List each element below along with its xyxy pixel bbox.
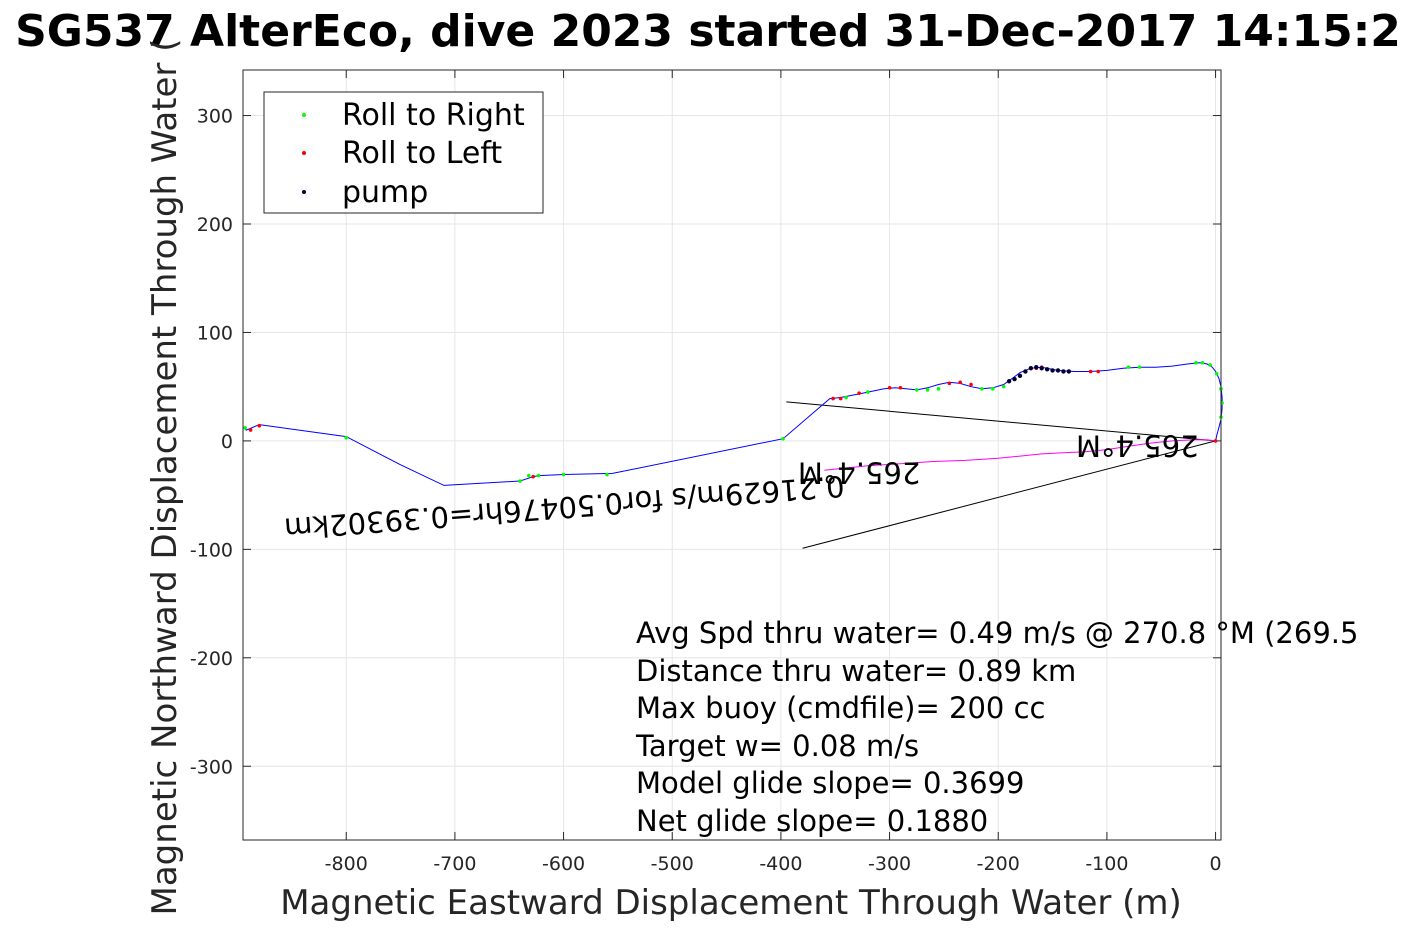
stats-target-w: Target w= 0.08 m/s: [635, 729, 919, 763]
stats-net-glide: Net glide slope= 0.1880: [636, 804, 988, 838]
pump-point: [1039, 366, 1044, 371]
track-line: [242, 362, 1223, 486]
x-tick-label: -600: [542, 853, 585, 875]
rotated-annotation: 0.21629m/s for0.50476hr=0.39302km: [283, 469, 846, 546]
y-tick-label: -300: [190, 756, 233, 778]
y-tick-label: 300: [197, 106, 233, 128]
roll-right-point: [781, 436, 785, 441]
x-tick-label: -300: [868, 853, 911, 875]
legend-label-roll-right: Roll to Right: [342, 98, 525, 133]
y-tick-labels: -300 -200 -100 0 100 200 300: [190, 106, 233, 779]
chart-title: SG537 AlterEco, dive 2023 started 31-Dec…: [15, 6, 1401, 57]
roll-left-point: [1096, 369, 1101, 374]
x-tick-label: -400: [759, 853, 802, 875]
stats-max-buoy: Max buoy (cmdfile)= 200 cc: [636, 691, 1045, 725]
roll-right-point: [914, 388, 919, 392]
roll-left-point: [831, 396, 835, 401]
pump-point: [1023, 369, 1028, 374]
pump-point: [1044, 367, 1050, 372]
x-axis-label: Magnetic Eastward Displacement Through W…: [280, 883, 1182, 923]
roll-right-point: [1208, 363, 1212, 367]
roll-right-point: [518, 479, 522, 483]
pump-point: [1066, 369, 1072, 374]
x-tick-label: 0: [1210, 853, 1222, 875]
roll-left-point: [1213, 439, 1218, 443]
roll-right-point: [1194, 361, 1198, 365]
stats-avg-speed: Avg Spd thru water= 0.49 m/s @ 270.8 °M …: [636, 616, 1358, 650]
pump-point: [1061, 369, 1066, 374]
x-tick-label: -700: [433, 853, 476, 875]
roll-right-point: [866, 390, 870, 394]
roll-right-point: [605, 472, 609, 477]
roll-left-point: [887, 385, 892, 390]
legend-box: [263, 91, 544, 214]
pump-point: [1055, 368, 1061, 373]
roll-left-point: [898, 385, 903, 390]
stats-distance: Distance thru water= 0.89 km: [636, 654, 1076, 688]
pump-point: [1050, 368, 1055, 373]
roll-left-point: [838, 396, 843, 401]
y-tick-label: -200: [190, 648, 233, 670]
plot-frame: [242, 69, 1222, 841]
x-tick-label: -100: [1085, 853, 1128, 875]
pump-point: [1012, 376, 1017, 382]
roll-right-point: [243, 426, 247, 430]
roll-right-point: [344, 435, 349, 440]
roll-right-point: [526, 473, 531, 478]
roll-left-point: [958, 380, 962, 385]
x-tick-labels: -800 -700 -600 -500 -400 -300 -200 -100 0: [325, 853, 1222, 875]
roll-right-point: [1214, 371, 1219, 376]
roll-left-point: [531, 474, 535, 479]
roll-left-point: [1088, 369, 1093, 374]
roll-left-point: [248, 428, 253, 432]
tick-marks: [243, 70, 1221, 840]
roll-right-point: [925, 388, 930, 392]
y-tick-label: 100: [197, 322, 233, 344]
roll-right-point: [844, 395, 848, 400]
roll-right-point: [1001, 384, 1006, 389]
pump-point: [1017, 373, 1023, 379]
roll-left-point: [257, 423, 262, 428]
rotated-annotation: 265.4°M: [1076, 429, 1199, 463]
roll-right-point: [936, 387, 941, 391]
roll-left-point: [969, 382, 973, 387]
stats-model-glide: Model glide slope= 0.3699: [636, 766, 1024, 800]
pink-track-line: [824, 439, 1216, 471]
roll-right-point: [1200, 361, 1205, 365]
roll-right-point: [1126, 365, 1131, 369]
roll-right-point: [980, 387, 984, 391]
rotated-annotation: 265.4°M: [798, 456, 921, 490]
x-tick-label: -200: [977, 853, 1020, 875]
y-axis-label: Magnetic Northward Displacement Through …: [145, 39, 185, 916]
legend-label-pump: pump: [342, 175, 428, 210]
roll-right-point: [1137, 365, 1142, 369]
legend-marker-roll-left: [302, 151, 306, 155]
roll-right-point: [536, 473, 541, 478]
direction-line: [802, 440, 1216, 549]
roll-left-point: [857, 391, 861, 395]
pump-point: [1034, 364, 1039, 370]
x-tick-label: -800: [325, 853, 368, 875]
y-tick-label: 200: [197, 214, 233, 236]
rotated-annotations: 0.21629m/s for0.50476hr=0.39302km265.4°M…: [283, 429, 1199, 546]
plot-data: [242, 361, 1224, 549]
y-tick-label: 0: [221, 431, 233, 453]
pump-point: [1006, 379, 1012, 384]
legend: Roll to Right Roll to Left pump: [263, 91, 544, 214]
direction-line: [786, 401, 1216, 442]
pump-point: [1028, 366, 1034, 371]
legend-marker-roll-right: [302, 113, 306, 117]
roll-right-point: [561, 472, 566, 477]
legend-marker-pump: [302, 190, 306, 194]
x-tick-label: -500: [651, 853, 694, 875]
y-tick-label: -100: [190, 539, 233, 561]
legend-label-roll-left: Roll to Left: [342, 136, 502, 171]
roll-right-point: [991, 387, 995, 391]
stats-text-block: Avg Spd thru water= 0.49 m/s @ 270.8 °M …: [635, 616, 1358, 838]
roll-left-point: [947, 381, 952, 386]
grid: [243, 70, 1221, 840]
